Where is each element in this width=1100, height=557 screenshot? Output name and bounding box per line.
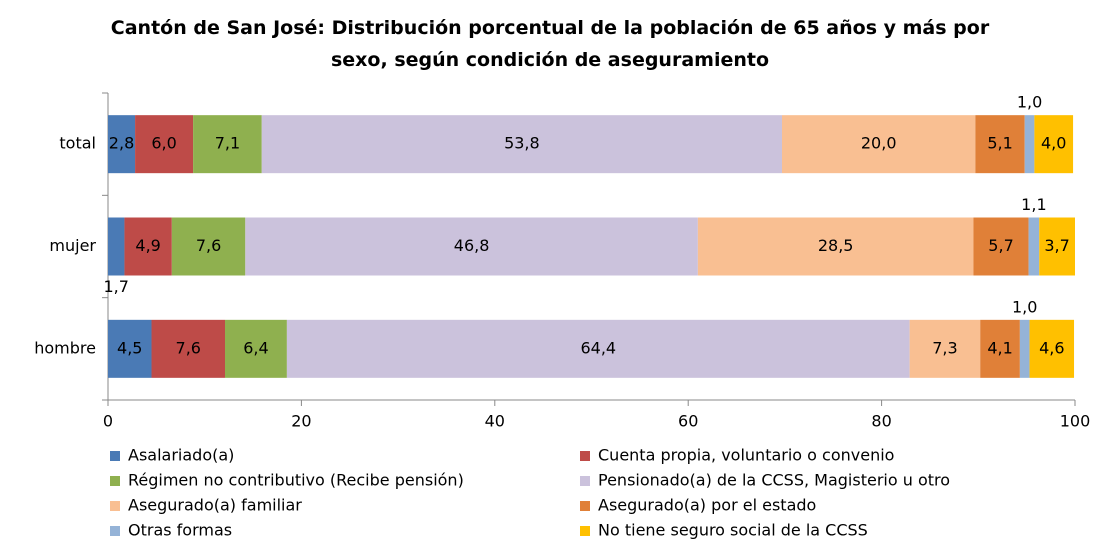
bar-segment	[124, 217, 172, 276]
value-label: 1,7	[103, 277, 128, 296]
value-label: 1,0	[1012, 297, 1037, 316]
y-tick-label: hombre	[34, 338, 96, 357]
value-label: 4,0	[1041, 134, 1066, 153]
x-tick-label: 80	[871, 412, 891, 431]
bar-segment	[1024, 115, 1035, 174]
bar-segment	[1028, 217, 1040, 276]
x-tick-label: 40	[485, 412, 505, 431]
legend-label: Cuenta propia, voluntario o convenio	[598, 446, 894, 465]
value-label: 4,6	[1039, 338, 1064, 357]
x-tick-label: 0	[103, 412, 113, 431]
bar-segment	[1039, 217, 1075, 276]
legend-swatch	[580, 476, 590, 486]
legend-swatch	[580, 526, 590, 536]
value-label: 53,8	[504, 134, 540, 153]
bar-segment	[245, 217, 698, 276]
legend-swatch	[110, 526, 120, 536]
bar-segment	[225, 319, 287, 378]
bar-segment	[781, 115, 976, 174]
bar-segment	[108, 319, 152, 378]
bar-segment	[135, 115, 194, 174]
chart-title: Cantón de San José: Distribución porcent…	[110, 17, 990, 71]
x-tick-label: 100	[1060, 412, 1091, 431]
bar-segment	[909, 319, 981, 378]
value-label: 2,8	[109, 134, 134, 153]
legend-swatch	[580, 451, 590, 461]
legend-label: Régimen no contributivo (Recibe pensión)	[128, 471, 464, 490]
bar-segment	[286, 319, 910, 378]
value-label: 1,1	[1021, 195, 1046, 214]
bar-segment	[1034, 115, 1074, 174]
legend-label: Asegurado(a) por el estado	[598, 496, 816, 515]
value-label: 4,5	[117, 338, 142, 357]
bar-segment	[1029, 319, 1075, 378]
bar-segment	[171, 217, 246, 276]
bar-segment	[108, 217, 125, 276]
value-label: 7,6	[196, 236, 221, 255]
bar-segment	[980, 319, 1020, 378]
y-tick-label: mujer	[49, 236, 96, 255]
legend-swatch	[110, 451, 120, 461]
bar-segment	[193, 115, 262, 174]
value-label: 5,1	[987, 134, 1012, 153]
x-tick-label: 60	[678, 412, 698, 431]
legend-swatch	[110, 501, 120, 511]
bar-segment	[261, 115, 782, 174]
value-label: 3,7	[1044, 236, 1069, 255]
bar-segment	[975, 115, 1025, 174]
value-label: 64,4	[580, 338, 616, 357]
value-label: 1,0	[1017, 93, 1042, 112]
bar-segment	[1019, 319, 1030, 378]
y-tick-label: total	[59, 134, 96, 153]
legend-label: Asalariado(a)	[128, 446, 234, 465]
legend-swatch	[110, 476, 120, 486]
value-label: 4,9	[135, 236, 160, 255]
legend-label: No tiene seguro social de la CCSS	[598, 521, 868, 540]
value-label: 7,1	[215, 134, 240, 153]
bar-segment	[973, 217, 1029, 276]
legend-label: Otras formas	[128, 521, 232, 540]
legend-label: Pensionado(a) de la CCSS, Magisterio u o…	[598, 471, 950, 490]
value-label: 7,6	[176, 338, 201, 357]
value-label: 7,3	[932, 338, 957, 357]
value-label: 46,8	[454, 236, 490, 255]
value-label: 6,0	[151, 134, 176, 153]
bar-segment	[108, 115, 136, 174]
bar-segment	[697, 217, 974, 276]
x-tick-label: 20	[291, 412, 311, 431]
value-label: 6,4	[243, 338, 268, 357]
legend-label: Asegurado(a) familiar	[128, 496, 302, 515]
legend-swatch	[580, 501, 590, 511]
value-label: 5,7	[988, 236, 1013, 255]
value-label: 4,1	[987, 338, 1012, 357]
value-label: 20,0	[861, 134, 897, 153]
bar-segment	[151, 319, 226, 378]
value-label: 28,5	[818, 236, 854, 255]
